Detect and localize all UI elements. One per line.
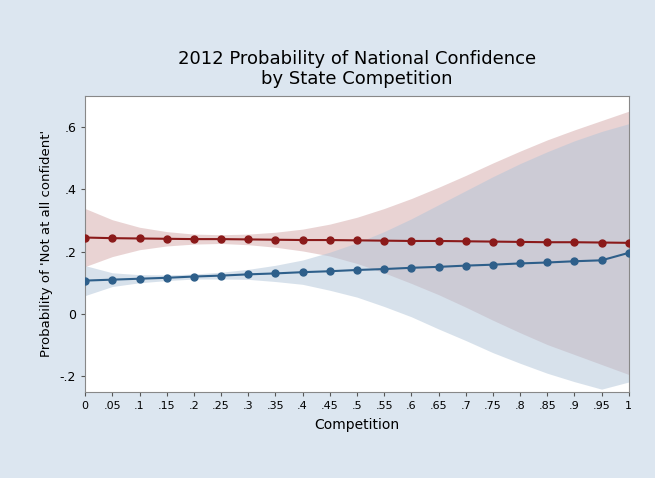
Democrat/Independent — [136, 276, 143, 282]
Republican — [489, 239, 496, 244]
X-axis label: Competition: Competition — [314, 418, 400, 432]
Democrat/Independent — [109, 277, 117, 282]
Republican — [516, 239, 524, 245]
Republican — [81, 235, 89, 240]
Republican — [162, 236, 170, 242]
Democrat/Independent — [271, 271, 279, 276]
Republican — [190, 236, 198, 242]
Democrat/Independent — [244, 272, 252, 277]
Republican — [380, 238, 388, 243]
Republican — [299, 237, 307, 243]
Line: Republican: Republican — [82, 234, 632, 246]
Democrat/Independent — [625, 250, 633, 256]
Line: Democrat/Independent: Democrat/Independent — [82, 250, 632, 284]
Republican — [109, 235, 117, 241]
Democrat/Independent — [435, 264, 443, 270]
Democrat/Independent — [516, 261, 524, 266]
Republican — [435, 238, 443, 244]
Republican — [543, 239, 551, 245]
Democrat/Independent — [81, 278, 89, 283]
Democrat/Independent — [543, 260, 551, 265]
Democrat/Independent — [571, 259, 578, 264]
Republican — [597, 239, 605, 245]
Democrat/Independent — [380, 266, 388, 272]
Republican — [462, 239, 470, 244]
Democrat/Independent — [299, 269, 307, 275]
Democrat/Independent — [217, 273, 225, 279]
Republican — [271, 237, 279, 243]
Democrat/Independent — [190, 274, 198, 280]
Title: 2012 Probability of National Confidence
by State Competition: 2012 Probability of National Confidence … — [178, 50, 536, 88]
Republican — [571, 239, 578, 245]
Republican — [244, 237, 252, 242]
Democrat/Independent — [162, 275, 170, 281]
Democrat/Independent — [462, 263, 470, 269]
Democrat/Independent — [326, 268, 334, 274]
Republican — [625, 240, 633, 246]
Democrat/Independent — [489, 262, 496, 268]
Democrat/Independent — [597, 258, 605, 263]
Democrat/Independent — [407, 265, 415, 271]
Republican — [217, 236, 225, 242]
Republican — [407, 238, 415, 244]
Republican — [326, 237, 334, 243]
Y-axis label: Probability of 'Not at all confident': Probability of 'Not at all confident' — [40, 130, 53, 358]
Democrat/Independent — [353, 267, 361, 273]
Republican — [136, 236, 143, 241]
Republican — [353, 238, 361, 243]
